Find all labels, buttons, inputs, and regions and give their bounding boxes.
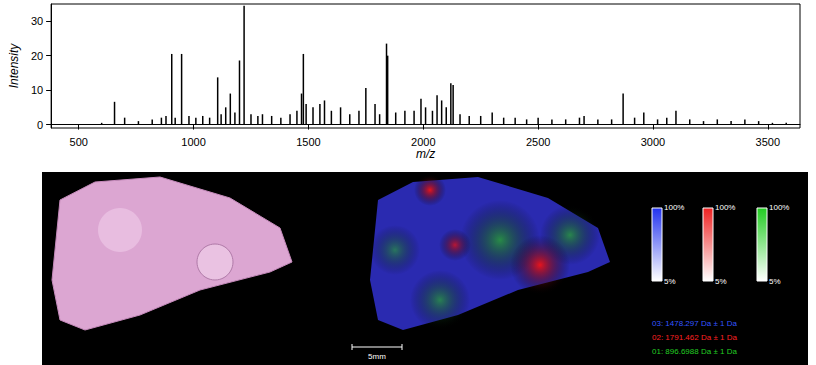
svg-text:5%: 5% xyxy=(769,277,781,286)
svg-text:5mm: 5mm xyxy=(368,352,386,361)
svg-text:30: 30 xyxy=(31,15,43,27)
svg-text:2000: 2000 xyxy=(411,136,435,148)
svg-text:01: 896.6988 Da ± 1 Da: 01: 896.6988 Da ± 1 Da xyxy=(652,347,737,356)
svg-text:5%: 5% xyxy=(715,277,727,286)
svg-text:100%: 100% xyxy=(769,203,789,212)
svg-text:500: 500 xyxy=(70,136,88,148)
svg-text:1000: 1000 xyxy=(181,136,205,148)
svg-text:20: 20 xyxy=(31,50,43,62)
svg-text:5%: 5% xyxy=(664,277,676,286)
svg-text:m/z: m/z xyxy=(416,147,435,161)
svg-text:03: 1478.297 Da ± 1 Da: 03: 1478.297 Da ± 1 Da xyxy=(652,319,737,328)
svg-text:2500: 2500 xyxy=(526,136,550,148)
svg-text:3000: 3000 xyxy=(641,136,665,148)
svg-text:100%: 100% xyxy=(715,203,735,212)
svg-text:10: 10 xyxy=(31,84,43,96)
svg-text:Intensity: Intensity xyxy=(7,43,21,89)
svg-text:02: 1791.462 Da ± 1 Da: 02: 1791.462 Da ± 1 Da xyxy=(652,333,737,342)
svg-text:3500: 3500 xyxy=(756,136,780,148)
svg-text:100%: 100% xyxy=(664,203,684,212)
svg-text:1500: 1500 xyxy=(296,136,320,148)
svg-text:0: 0 xyxy=(37,119,43,131)
